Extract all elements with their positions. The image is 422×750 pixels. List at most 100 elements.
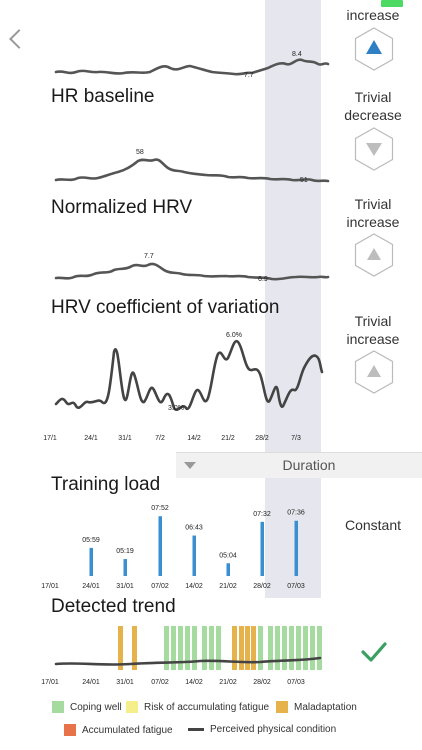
training-load-x-tick: 17/01 <box>41 583 59 590</box>
hr-baseline-trend-label: Trivial decrease <box>344 89 402 123</box>
detected-trend-x-tick: 31/01 <box>116 679 134 686</box>
hrv-cv-trend-label: Trivial increase <box>346 313 400 347</box>
training-load-bar <box>123 559 127 576</box>
training-load-x-tick: 31/01 <box>116 583 134 590</box>
detected-trend-x-tick: 07/02 <box>151 679 169 686</box>
trend-band <box>132 626 137 670</box>
hrv-baseline-low-label: 7.7 <box>244 72 254 79</box>
training-load-bar-label: 06:43 <box>185 525 203 532</box>
trend-band <box>289 626 294 670</box>
detected-trend-x-tick: 28/02 <box>253 679 271 686</box>
hrv-cv-chart: 6.0% 3.0% <box>54 332 324 412</box>
hr-baseline-line <box>54 158 330 183</box>
hrv-cv-peak-label: 6.0% <box>226 332 242 339</box>
trend-band <box>275 626 280 670</box>
x-tick: 31/1 <box>118 435 132 442</box>
training-load-x-tick: 07/02 <box>151 583 169 590</box>
hrv-cv-trend-hex[interactable] <box>354 350 394 394</box>
training-load-bar-label: 07:32 <box>253 511 271 518</box>
hrv-baseline-line <box>54 58 330 76</box>
normalized-hrv-title: Normalized HRV <box>51 197 193 218</box>
training-load-bar-label: 07:36 <box>287 510 305 517</box>
training-load-trend-label: Constant <box>344 517 402 533</box>
trend-band <box>185 626 190 670</box>
training-load-bar-label: 05:59 <box>82 537 100 544</box>
x-tick: 21/2 <box>221 435 235 442</box>
legend-swatch <box>52 701 64 713</box>
hrv-cv-line <box>54 339 324 411</box>
x-tick: 7/3 <box>291 435 301 442</box>
trend-band <box>118 626 123 670</box>
trend-band <box>216 626 221 670</box>
hr-baseline-trend-hex[interactable] <box>354 127 394 171</box>
trend-band <box>245 626 250 670</box>
hrv-baseline-trend-label: increase <box>346 7 400 23</box>
normalized-hrv-line <box>54 262 330 281</box>
training-load-bar <box>158 516 162 576</box>
trend-band <box>268 626 273 670</box>
hr-baseline-chart: 58 51 <box>54 149 330 184</box>
battery-icon <box>381 0 403 7</box>
legend-maladaptation: Maladaptation <box>276 701 357 713</box>
training-load-bar <box>226 563 230 576</box>
training-load-bar <box>192 535 196 576</box>
training-load-bar-label: 07:52 <box>151 505 169 512</box>
detected-trend-x-tick: 17/01 <box>41 679 59 686</box>
duration-selector[interactable]: Duration <box>176 452 422 478</box>
hrv-cv-low-label: 3.0% <box>168 405 184 412</box>
checkmark-icon <box>361 642 387 662</box>
legend-risk: Risk of accumulating fatigue <box>126 701 269 713</box>
x-tick: 24/1 <box>84 435 98 442</box>
normalized-hrv-low-label: 6.9 <box>258 276 268 283</box>
training-load-chart: 05:59 05:19 07:52 06:43 05:04 07:32 07:36 17/01… <box>41 505 305 590</box>
training-load-title: Training load <box>51 474 161 495</box>
trend-band <box>232 626 237 670</box>
trend-band <box>296 626 301 670</box>
training-load-x-tick: 07/03 <box>287 583 305 590</box>
triangle-down-icon <box>366 143 382 156</box>
legend-swatch <box>64 724 76 736</box>
trend-band <box>209 626 214 670</box>
trend-band <box>239 626 244 670</box>
normalized-hrv-trend-label: Trivial increase <box>346 196 400 230</box>
detected-trend-chart: 17/01 24/01 31/01 07/02 14/02 21/02 28/02 07/03 <box>41 626 322 686</box>
hr-baseline-low-label: 51 <box>300 177 308 184</box>
duration-selector-label: Duration <box>282 457 336 473</box>
trend-band <box>171 626 176 670</box>
trend-band <box>282 626 287 670</box>
trend-band <box>303 626 308 670</box>
x-tick: 28/2 <box>255 435 269 442</box>
x-tick: 14/2 <box>187 435 201 442</box>
triangle-up-icon <box>367 365 381 377</box>
hrv-baseline-chart: 8.4 7.7 <box>54 51 330 79</box>
chevron-down-icon <box>184 462 196 469</box>
hrv-x-axis: 17/1 24/1 31/1 7/2 14/2 21/2 28/2 7/3 <box>43 435 301 442</box>
legend-line <box>188 728 204 731</box>
training-load-bar <box>260 521 264 576</box>
detected-trend-x-tick: 14/02 <box>185 679 203 686</box>
hrv-baseline-peak-label: 8.4 <box>292 51 302 58</box>
back-chevron-icon[interactable] <box>9 29 29 49</box>
training-load-bar-label: 05:19 <box>116 548 134 555</box>
normalized-hrv-trend-hex[interactable] <box>354 233 394 277</box>
normalized-hrv-peak-label: 7.7 <box>144 253 154 260</box>
detected-trend-title: Detected trend <box>51 596 176 617</box>
x-tick: 7/2 <box>155 435 165 442</box>
detected-trend-x-tick: 07/03 <box>287 679 305 686</box>
normalized-hrv-chart: 7.7 6.9 <box>54 253 330 283</box>
training-load-x-tick: 24/01 <box>82 583 100 590</box>
hr-baseline-peak-label: 58 <box>136 149 144 156</box>
trend-band <box>192 626 197 670</box>
training-load-x-tick: 28/02 <box>253 583 271 590</box>
triangle-up-icon <box>367 248 381 260</box>
hrv-baseline-trend-hex[interactable] <box>354 27 394 71</box>
x-tick: 17/1 <box>43 435 57 442</box>
training-load-bar <box>89 547 93 576</box>
trend-band <box>251 626 256 670</box>
legend-coping: Coping well <box>52 701 122 713</box>
hr-baseline-title: HR baseline <box>51 86 155 107</box>
training-load-bar-label: 05:04 <box>219 552 237 559</box>
legend-swatch <box>126 701 138 713</box>
trend-band <box>310 626 315 670</box>
perceived-condition-line <box>54 656 322 666</box>
